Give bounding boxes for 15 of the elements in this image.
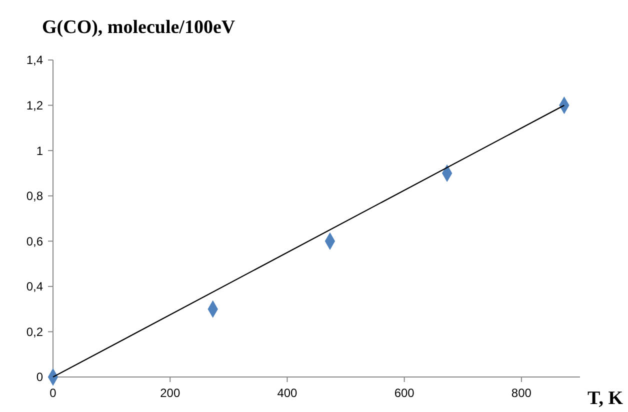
y-tick-label: 0 — [36, 370, 44, 384]
y-tick-label: 1,4 — [26, 53, 44, 68]
y-tick-label: 0,2 — [26, 324, 44, 339]
y-tick-label: 1 — [36, 144, 44, 158]
y-tick-label: 1,2 — [26, 98, 44, 112]
x-tick-label: 800 — [511, 386, 532, 400]
x-tick-label: 0 — [50, 386, 57, 400]
y-tick-label: 0,4 — [26, 280, 44, 294]
x-tick-label: 200 — [160, 386, 180, 400]
x-tick-label: 400 — [277, 386, 298, 400]
x-tick-label: 600 — [394, 386, 415, 400]
chart-title: G(CO), molecule/100eV — [42, 17, 236, 38]
y-tick-label: 0,6 — [26, 234, 44, 248]
y-tick-label: 0,8 — [26, 189, 44, 204]
x-axis-title: T, K — [587, 388, 624, 409]
